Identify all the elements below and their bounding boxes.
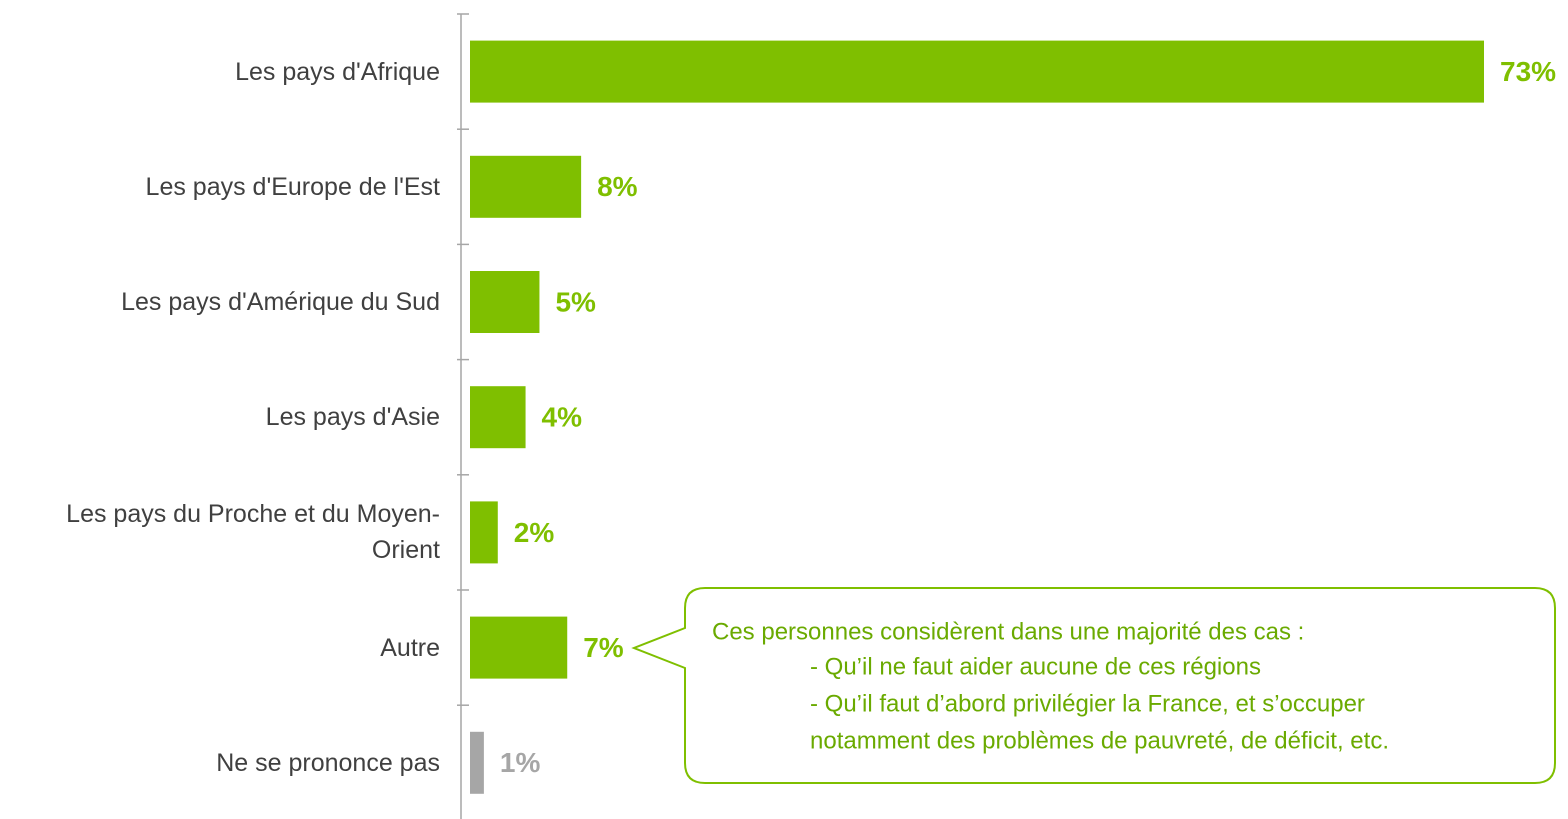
bar — [470, 616, 568, 679]
annotation-line: - Qu’il ne faut aider aucune de ces régi… — [810, 653, 1261, 680]
bar — [470, 40, 1484, 103]
annotation-line: Ces personnes considèrent dans une major… — [712, 618, 1304, 645]
value-label: 5% — [555, 286, 596, 317]
bar — [470, 501, 498, 564]
value-label: 2% — [514, 517, 555, 548]
category-label: Autre — [380, 633, 440, 662]
value-label: 7% — [583, 632, 624, 663]
bar — [470, 386, 526, 449]
category-label: Les pays d'Amérique du Sud — [121, 288, 440, 316]
annotation-line: - Qu’il faut d’abord privilégier la Fran… — [810, 690, 1365, 717]
bar — [470, 731, 484, 794]
bar — [470, 271, 540, 333]
bar — [470, 155, 582, 218]
callout-box — [631, 587, 1556, 784]
value-label: 8% — [597, 171, 638, 202]
value-label: 1% — [500, 747, 541, 778]
annotation-line: notamment des problèmes de pauvreté, de … — [810, 727, 1389, 754]
category-label: Les pays d'Afrique — [235, 57, 440, 86]
category-label: Les pays d'Asie — [265, 403, 440, 432]
category-label: Les pays du Proche et du Moyen-Orient — [66, 500, 440, 565]
category-label: Les pays d'Europe de l'Est — [145, 172, 440, 201]
value-label: 73% — [1500, 56, 1556, 87]
value-label: 4% — [542, 402, 583, 433]
category-label: Ne se prononce pas — [216, 748, 440, 777]
